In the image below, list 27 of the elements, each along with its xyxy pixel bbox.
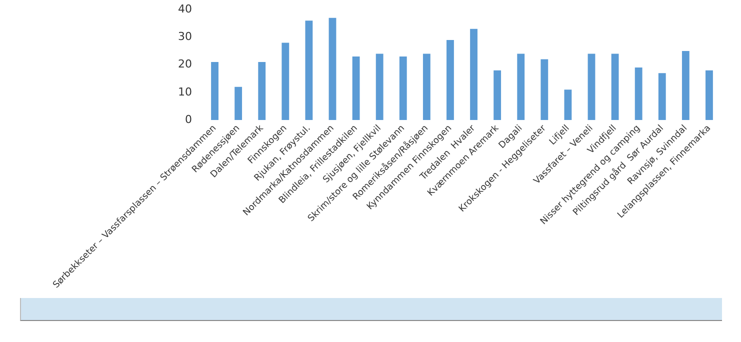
bar [422, 54, 430, 120]
bar [494, 70, 502, 120]
y-tick-label: 0 [184, 112, 192, 126]
bar [446, 40, 454, 120]
y-tick-label: 10 [178, 85, 192, 98]
bar [470, 28, 478, 120]
y-tick-label: 30 [178, 30, 192, 44]
bar [682, 51, 690, 120]
bar [517, 54, 525, 120]
bar [399, 56, 407, 120]
bar [352, 56, 360, 120]
bar [540, 59, 548, 120]
bar [588, 54, 596, 120]
bar [258, 62, 266, 120]
bar [658, 73, 666, 120]
bar [305, 20, 313, 120]
bar [282, 42, 290, 120]
bar [611, 54, 619, 120]
bar [328, 18, 336, 120]
bar [376, 54, 384, 120]
bar [564, 90, 572, 120]
bar [211, 62, 218, 120]
bar [706, 70, 713, 120]
bar [234, 86, 242, 120]
y-tick-label: 40 [178, 2, 192, 16]
bar [634, 68, 642, 120]
y-tick-label: 20 [178, 58, 192, 71]
